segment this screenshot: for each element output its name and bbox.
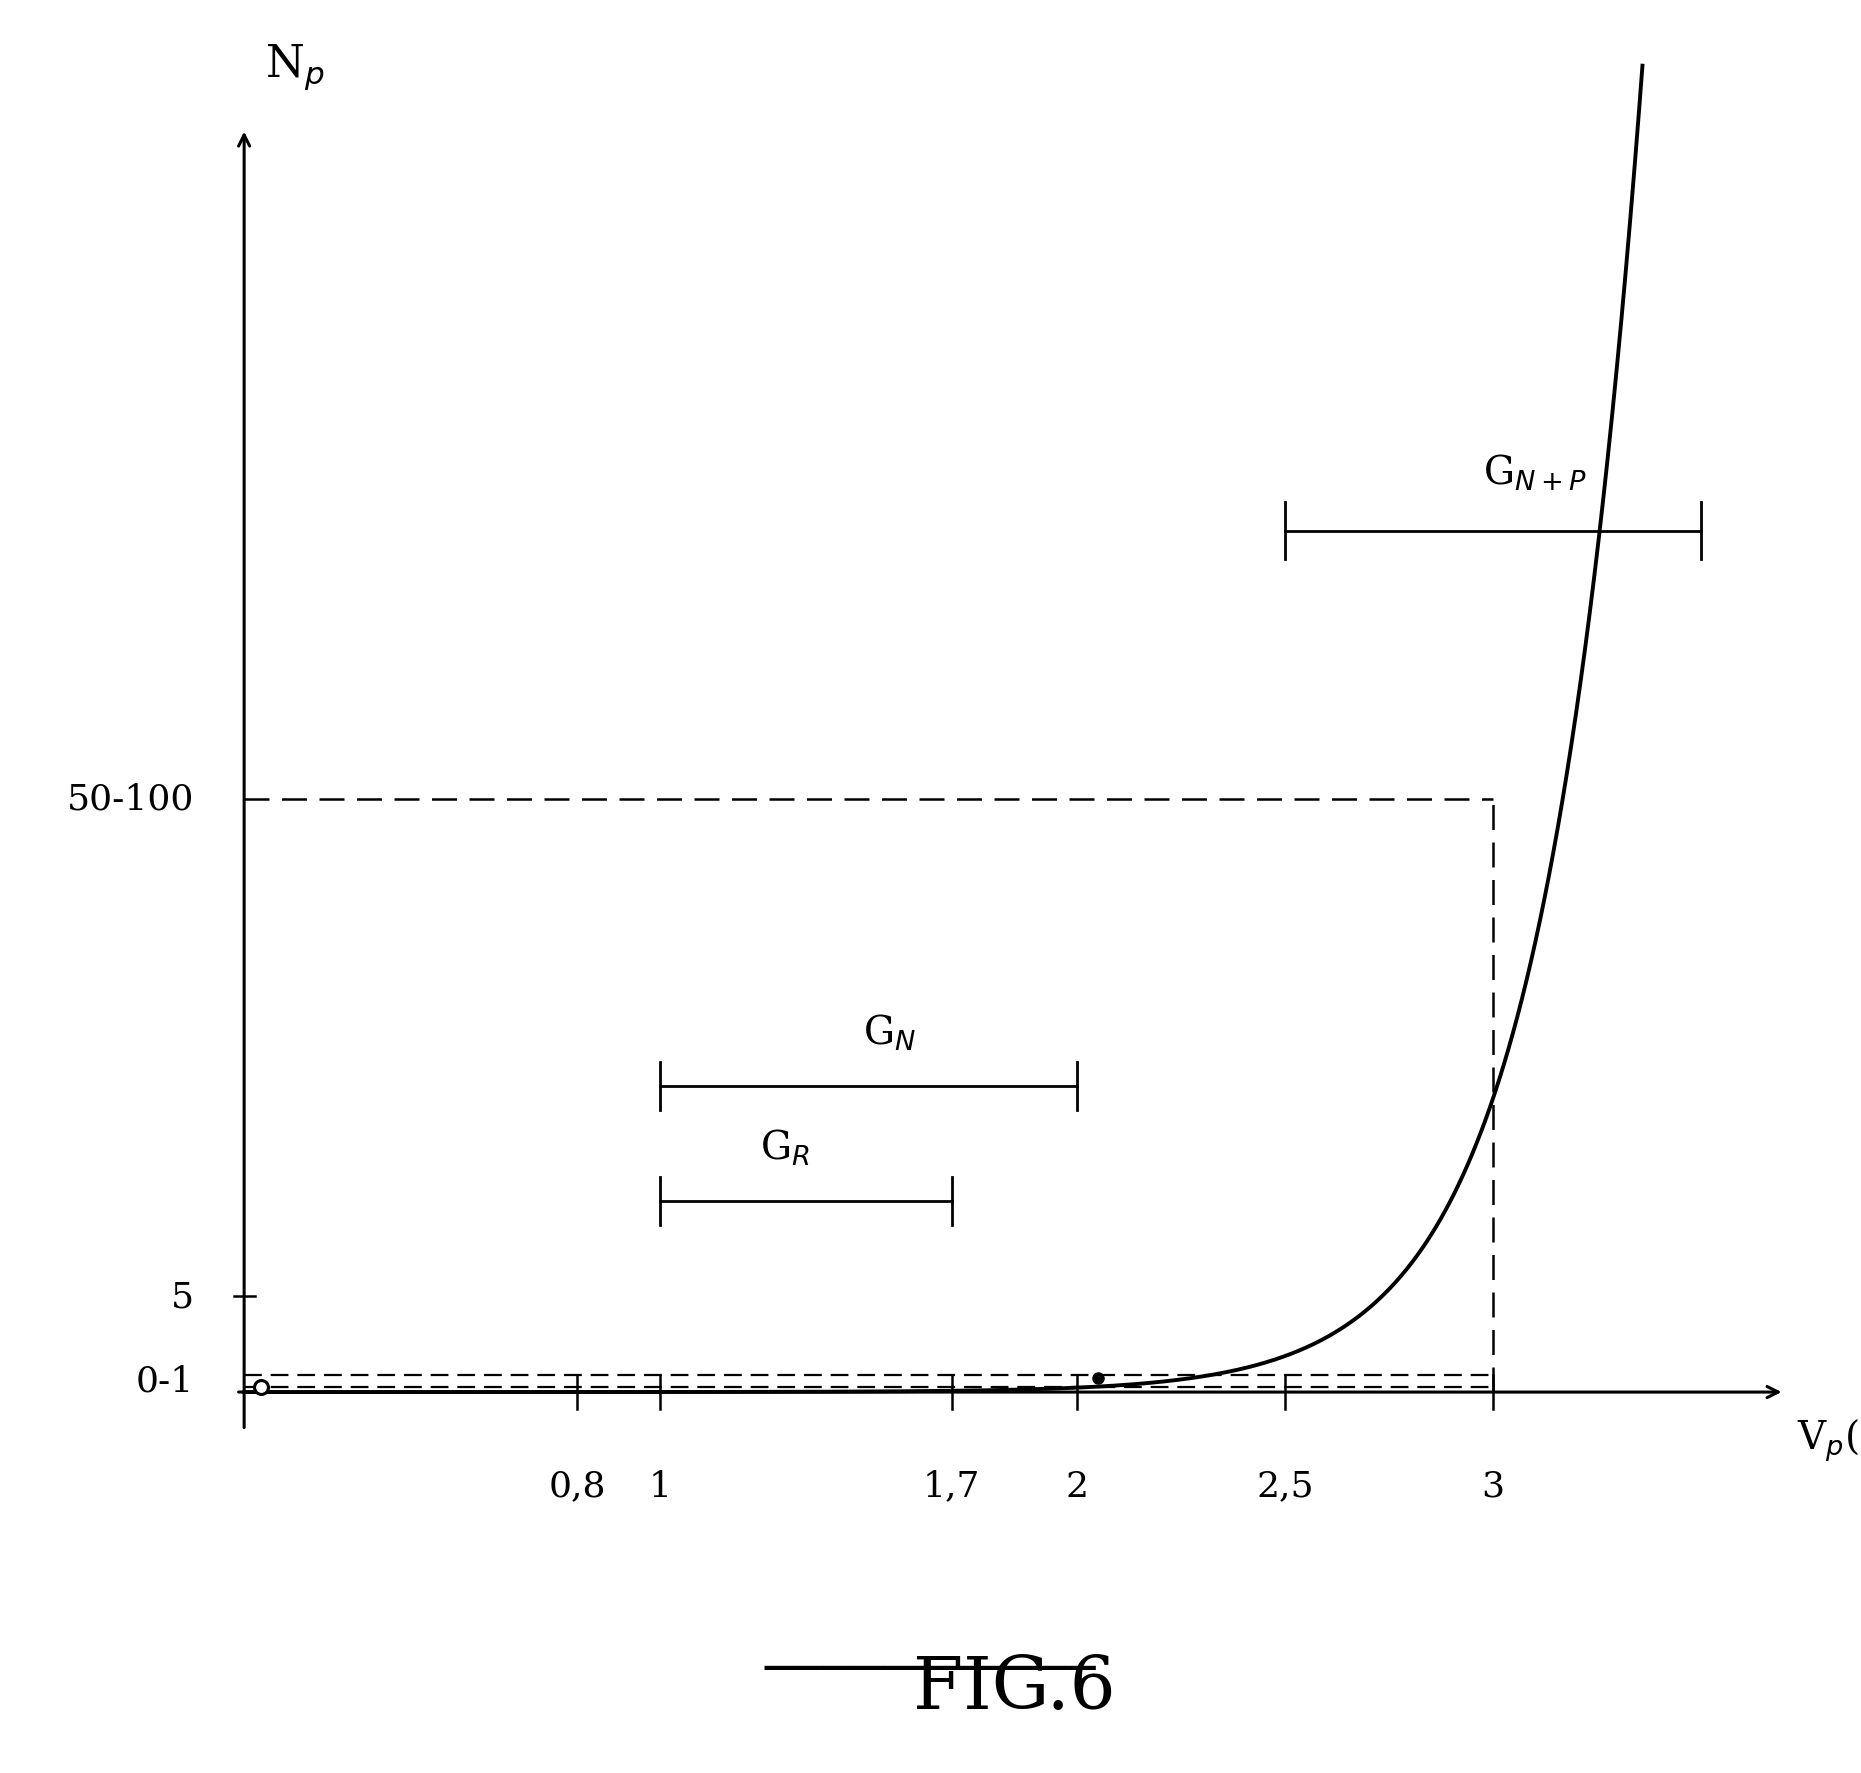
Text: G$_N$: G$_N$ — [864, 1012, 916, 1053]
Text: G$_R$: G$_R$ — [761, 1128, 810, 1167]
Text: 50-100: 50-100 — [67, 782, 194, 816]
Text: N$_p$: N$_p$ — [264, 41, 324, 92]
Text: 0-1: 0-1 — [136, 1363, 194, 1397]
Text: 2,5: 2,5 — [1256, 1468, 1314, 1504]
Text: V$_p$(cm/s): V$_p$(cm/s) — [1798, 1417, 1861, 1463]
Text: FIG.6: FIG.6 — [914, 1652, 1115, 1723]
Text: 2: 2 — [1064, 1468, 1089, 1504]
Text: 5: 5 — [171, 1280, 194, 1314]
Text: ───────────: ─────────── — [765, 1645, 1096, 1695]
Text: 1: 1 — [649, 1468, 672, 1504]
Text: 1,7: 1,7 — [923, 1468, 981, 1504]
Text: 0,8: 0,8 — [549, 1468, 607, 1504]
Text: 3: 3 — [1481, 1468, 1504, 1504]
Text: G$_{N+P}$: G$_{N+P}$ — [1483, 452, 1586, 493]
